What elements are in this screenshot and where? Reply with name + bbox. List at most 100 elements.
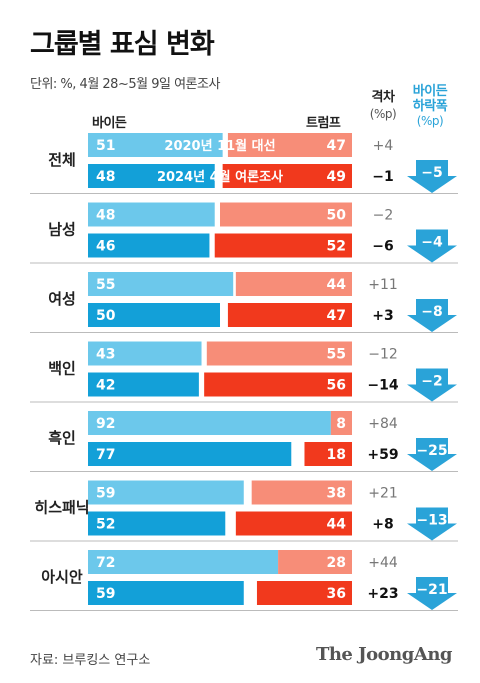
trump-value-label: 52 xyxy=(327,239,346,255)
group-label: 흑인 xyxy=(48,429,76,447)
gap-value: +21 xyxy=(368,486,398,502)
drop-arrow-icon xyxy=(407,160,457,193)
legend-trump: 트럼프 xyxy=(306,116,341,131)
drop-value: −21 xyxy=(416,582,447,598)
biden-bar xyxy=(88,164,215,188)
trump-bar xyxy=(220,202,352,227)
drop-header-line2: 하락폭 xyxy=(412,99,448,114)
drop-arrow-icon xyxy=(407,438,457,471)
source-note: 자료: 브루킹스 연구소 xyxy=(30,653,151,668)
trump-value-label: 18 xyxy=(327,447,346,463)
legend-biden: 바이든 xyxy=(92,116,127,131)
trump-value-label: 28 xyxy=(327,555,346,571)
drop-column-header: 바이든 하락폭 (%p) xyxy=(402,84,458,129)
trump-bar xyxy=(227,303,352,327)
group-label: 여성 xyxy=(48,290,76,308)
drop-value: −8 xyxy=(421,304,442,320)
group-label: 남성 xyxy=(48,221,76,239)
trump-bar xyxy=(214,233,352,258)
trump-bar xyxy=(330,411,352,435)
gap-value: +84 xyxy=(368,416,398,432)
trump-value-label: 47 xyxy=(327,138,346,154)
gap-header-label: 격차 xyxy=(371,90,395,105)
trump-value-label: 50 xyxy=(327,208,347,224)
biden-bar xyxy=(88,550,279,574)
trump-bar xyxy=(304,442,352,466)
biden-value-label: 55 xyxy=(96,277,115,293)
trump-value-label: 49 xyxy=(327,169,346,185)
biden-value-label: 51 xyxy=(96,138,115,154)
drop-header-line1: 바이든 xyxy=(412,84,448,99)
trump-bar xyxy=(222,164,352,188)
trump-value-label: 8 xyxy=(336,416,346,432)
biden-value-label: 48 xyxy=(96,169,115,185)
group-label: 백인 xyxy=(48,360,76,378)
gap-value: +44 xyxy=(368,555,398,571)
biden-value-label: 92 xyxy=(96,416,115,432)
gap-value: +8 xyxy=(372,517,393,533)
biden-bar xyxy=(88,411,331,435)
drop-value: −13 xyxy=(416,513,447,529)
group-label: 아시안 xyxy=(41,568,83,586)
trump-bar xyxy=(256,581,352,605)
biden-bar xyxy=(88,303,220,327)
trump-value-label: 56 xyxy=(327,378,346,394)
chart-title: 그룹별 표심 변화 xyxy=(30,29,215,60)
biden-bar xyxy=(88,202,215,227)
gap-value: −6 xyxy=(372,239,393,255)
biden-value-label: 52 xyxy=(96,517,115,533)
drop-value: −5 xyxy=(421,165,442,181)
drop-arrow-icon xyxy=(407,577,457,610)
biden-value-label: 59 xyxy=(96,586,115,602)
drop-value: −4 xyxy=(421,235,443,251)
drop-arrow-icon xyxy=(407,368,457,402)
drop-value: −25 xyxy=(416,443,447,459)
trump-bar xyxy=(235,511,352,536)
biden-value-label: 42 xyxy=(96,378,115,394)
biden-bar xyxy=(88,341,202,366)
biden-value-label: 46 xyxy=(96,239,115,255)
gap-value: +4 xyxy=(373,138,394,154)
biden-bar xyxy=(88,442,292,466)
drop-arrow-icon xyxy=(407,507,457,541)
biden-bar xyxy=(88,480,244,505)
gap-header-unit: (%p) xyxy=(369,107,397,121)
biden-bar xyxy=(88,372,199,397)
group-label: 히스패닉 xyxy=(34,499,89,517)
biden-bar xyxy=(88,272,234,296)
biden-bar xyxy=(88,233,210,258)
gap-column-header: 격차 (%p) xyxy=(366,90,400,122)
trump-value-label: 38 xyxy=(327,486,346,502)
gap-value: +3 xyxy=(372,308,393,324)
trump-bar xyxy=(227,133,352,157)
trump-value-label: 47 xyxy=(327,308,346,324)
gap-value: −12 xyxy=(368,347,398,363)
drop-arrow-icon xyxy=(407,299,457,332)
biden-value-label: 59 xyxy=(96,486,115,502)
biden-value-label: 43 xyxy=(96,347,115,363)
drop-header-unit: (%p) xyxy=(416,114,444,128)
brand-logo: The JoongAng xyxy=(315,644,453,665)
gap-value: −1 xyxy=(372,169,393,185)
trump-bar xyxy=(251,480,352,505)
trump-value-label: 55 xyxy=(327,347,346,363)
trump-bar xyxy=(278,550,352,574)
trump-bar xyxy=(235,272,352,296)
drop-value: −2 xyxy=(421,374,442,390)
gap-value: −14 xyxy=(367,378,398,394)
gap-value: −2 xyxy=(373,208,394,224)
biden-value-label: 72 xyxy=(96,555,115,571)
trump-value-label: 44 xyxy=(327,277,347,293)
gap-value: +59 xyxy=(367,447,398,463)
trump-bar xyxy=(206,341,352,366)
biden-bar xyxy=(88,581,244,605)
trump-value-label: 36 xyxy=(327,586,346,602)
gap-value: +11 xyxy=(368,277,398,293)
biden-value-label: 48 xyxy=(96,208,115,224)
trump-bar xyxy=(204,372,352,397)
trump-value-label: 44 xyxy=(327,517,347,533)
period-label: 2024년 4월 여론조사 xyxy=(157,169,283,185)
period-label: 2020년 11월 대선 xyxy=(164,138,275,154)
biden-bar xyxy=(88,133,223,157)
